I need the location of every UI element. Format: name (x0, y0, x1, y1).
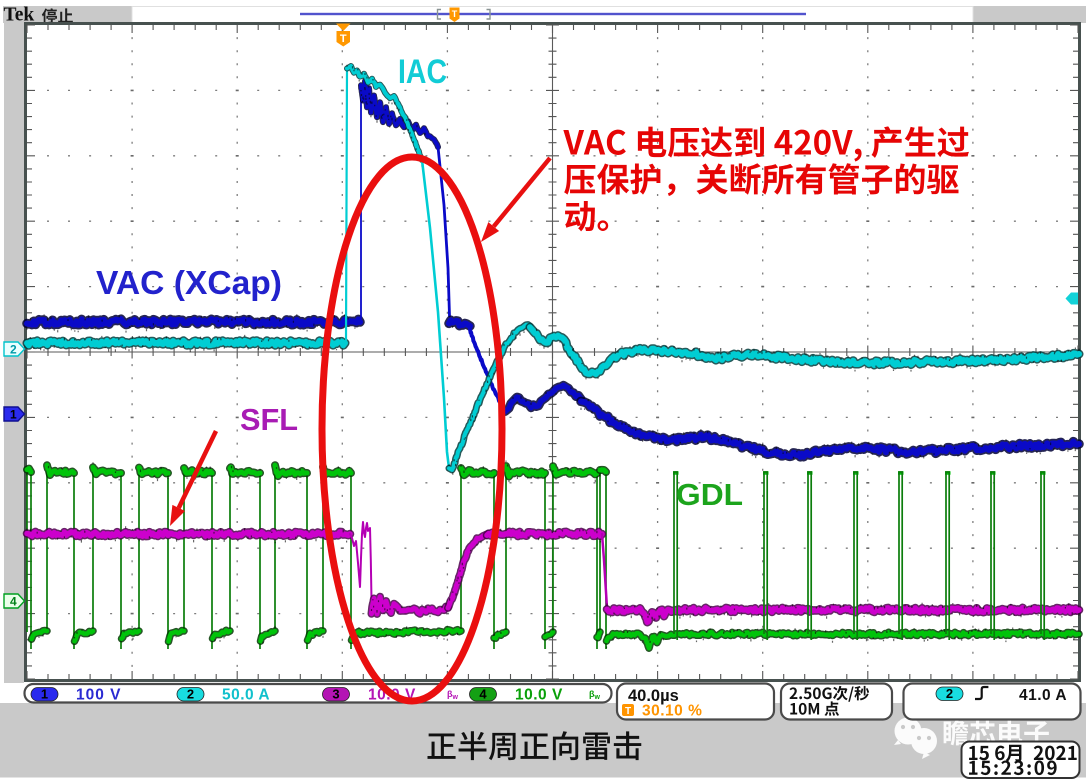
svg-text:2: 2 (10, 343, 17, 357)
svg-text:GDL: GDL (676, 477, 743, 512)
svg-text:IAC: IAC (398, 53, 447, 91)
svg-text:2: 2 (946, 686, 953, 701)
svg-text:4: 4 (479, 687, 487, 702)
svg-text:T: T (340, 33, 347, 45)
svg-text:Tek: Tek (4, 5, 35, 26)
svg-text:1: 1 (10, 408, 17, 422)
svg-text:VAC (XCap): VAC (XCap) (96, 264, 282, 301)
svg-text:41.0 A: 41.0 A (1019, 687, 1067, 704)
svg-text:4: 4 (10, 595, 17, 609)
svg-text:10.0 V: 10.0 V (515, 687, 563, 704)
svg-text:1: 1 (41, 687, 48, 702)
svg-text:100 V: 100 V (76, 687, 122, 704)
svg-text:βw: βw (589, 689, 601, 701)
svg-text:T: T (625, 706, 631, 717)
svg-text:50.0 A: 50.0 A (222, 687, 270, 704)
svg-text:βw: βw (447, 689, 459, 701)
svg-text:2: 2 (187, 687, 194, 702)
svg-text:40.0µs: 40.0µs (628, 687, 679, 705)
svg-text:30.10 %: 30.10 % (642, 703, 702, 720)
svg-text:T: T (452, 9, 458, 19)
svg-text:SFL: SFL (240, 402, 298, 437)
svg-text:3: 3 (332, 687, 339, 702)
